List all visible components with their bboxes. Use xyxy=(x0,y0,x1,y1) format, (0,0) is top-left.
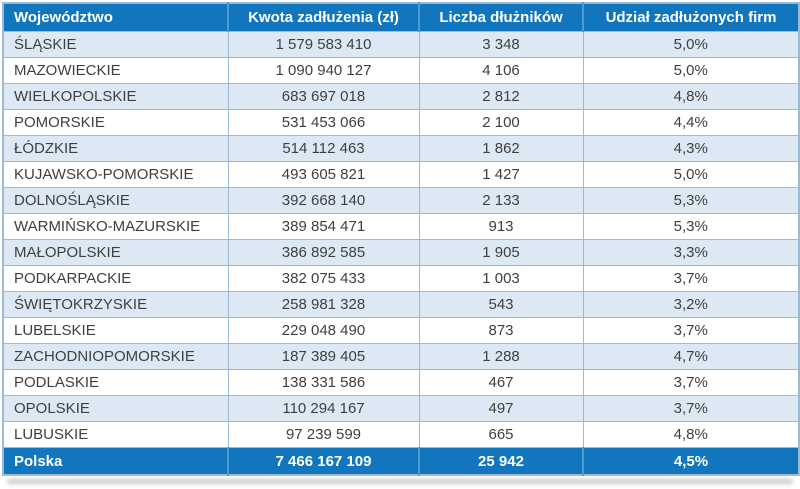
table-row: ŚLĄSKIE 1 579 583 410 3 348 5,0% xyxy=(2,31,800,58)
table-cell: 1 862 xyxy=(418,135,584,162)
table-cell: PODLASKIE xyxy=(2,369,229,396)
table-cell: 3,7% xyxy=(582,265,800,292)
table-row: MAZOWIECKIE 1 090 940 127 4 106 5,0% xyxy=(2,57,800,84)
table-row: OPOLSKIE 110 294 167 497 3,7% xyxy=(2,395,800,422)
table-cell: ŚWIĘTOKRZYSKIE xyxy=(2,291,229,318)
table-cell: 3,7% xyxy=(582,317,800,344)
table-row: PODLASKIE 138 331 586 467 3,7% xyxy=(2,369,800,396)
table-cell: 4,4% xyxy=(582,109,800,136)
table-cell: 497 xyxy=(418,395,584,422)
column-header-liczba-dluznikow: Liczba dłużników xyxy=(418,3,583,32)
table-cell: KUJAWSKO-POMORSKIE xyxy=(2,161,229,188)
table-row: ŚWIĘTOKRZYSKIE 258 981 328 543 3,2% xyxy=(2,291,800,318)
table-cell: 4 106 xyxy=(418,57,584,84)
table-cell: MAZOWIECKIE xyxy=(2,57,229,84)
table-cell: 2 133 xyxy=(418,187,584,214)
table-cell: LUBUSKIE xyxy=(2,421,229,448)
table-cell: 873 xyxy=(418,317,584,344)
table-cell: 493 605 821 xyxy=(227,161,420,188)
table-cell: 467 xyxy=(418,369,584,396)
column-header-wojewodztwo: Województwo xyxy=(3,3,228,32)
table-row: WARMIŃSKO-MAZURSKIE 389 854 471 913 5,3% xyxy=(2,213,800,240)
table-row: MAŁOPOLSKIE 386 892 585 1 905 3,3% xyxy=(2,239,800,266)
total-debt-share: 4,5% xyxy=(582,447,799,475)
table-cell: WIELKOPOLSKIE xyxy=(2,83,229,110)
table-total-row: Polska 7 466 167 109 25 942 4,5% xyxy=(3,447,799,475)
table-cell: LUBELSKIE xyxy=(2,317,229,344)
table-cell: 110 294 167 xyxy=(227,395,420,422)
table-cell: 1 090 940 127 xyxy=(227,57,420,84)
voivodeship-debt-table: Województwo Kwota zadłużenia (zł) Liczba… xyxy=(2,2,800,476)
total-row-label: Polska xyxy=(3,447,228,475)
table-cell: 514 112 463 xyxy=(227,135,420,162)
table-cell: 138 331 586 xyxy=(227,369,420,396)
table-cell: 683 697 018 xyxy=(227,83,420,110)
table-cell: 3,2% xyxy=(582,291,800,318)
table-cell: ŚLĄSKIE xyxy=(2,31,229,58)
table-cell: 389 854 471 xyxy=(227,213,420,240)
table-cell: 229 048 490 xyxy=(227,317,420,344)
table-cell: 5,3% xyxy=(582,213,800,240)
table-row: ZACHODNIOPOMORSKIE 187 389 405 1 288 4,7% xyxy=(2,343,800,370)
table-cell: 1 288 xyxy=(418,343,584,370)
table-cell: 1 427 xyxy=(418,161,584,188)
table-cell: 913 xyxy=(418,213,584,240)
column-header-udzial-zadluzonych-firm: Udział zadłużonych firm xyxy=(582,3,799,32)
table-row: WIELKOPOLSKIE 683 697 018 2 812 4,8% xyxy=(2,83,800,110)
table-cell: ZACHODNIOPOMORSKIE xyxy=(2,343,229,370)
table-cell: 4,8% xyxy=(582,83,800,110)
table-cell: 5,3% xyxy=(582,187,800,214)
table-cell: 1 003 xyxy=(418,265,584,292)
table-row: POMORSKIE 531 453 066 2 100 4,4% xyxy=(2,109,800,136)
table-row: KUJAWSKO-POMORSKIE 493 605 821 1 427 5,0% xyxy=(2,161,800,188)
table-cell: 258 981 328 xyxy=(227,291,420,318)
table-row: LUBELSKIE 229 048 490 873 3,7% xyxy=(2,317,800,344)
table-cell: 382 075 433 xyxy=(227,265,420,292)
table-cell: 386 892 585 xyxy=(227,239,420,266)
table-cell: 4,3% xyxy=(582,135,800,162)
table-cell: ŁÓDZKIE xyxy=(2,135,229,162)
table-cell: 392 668 140 xyxy=(227,187,420,214)
table-row: ŁÓDZKIE 514 112 463 1 862 4,3% xyxy=(2,135,800,162)
table-cell: 97 239 599 xyxy=(227,421,420,448)
table-row: PODKARPACKIE 382 075 433 1 003 3,7% xyxy=(2,265,800,292)
table-cell: 531 453 066 xyxy=(227,109,420,136)
table-cell: 4,7% xyxy=(582,343,800,370)
table-body: ŚLĄSKIE 1 579 583 410 3 348 5,0% MAZOWIECKIE… xyxy=(2,31,800,448)
table-cell: 5,0% xyxy=(582,31,800,58)
table-cell: OPOLSKIE xyxy=(2,395,229,422)
table-drop-shadow xyxy=(7,479,793,484)
table-header-row: Województwo Kwota zadłużenia (zł) Liczba… xyxy=(3,3,799,32)
table-cell: POMORSKIE xyxy=(2,109,229,136)
table-cell: 1 579 583 410 xyxy=(227,31,420,58)
table-cell: 5,0% xyxy=(582,161,800,188)
table-cell: 665 xyxy=(418,421,584,448)
table-cell: 3 348 xyxy=(418,31,584,58)
table-cell: PODKARPACKIE xyxy=(2,265,229,292)
total-debt-amount: 7 466 167 109 xyxy=(227,447,419,475)
table-cell: MAŁOPOLSKIE xyxy=(2,239,229,266)
table-cell: 1 905 xyxy=(418,239,584,266)
table-cell: 543 xyxy=(418,291,584,318)
table-cell: 4,8% xyxy=(582,421,800,448)
table-cell: 3,7% xyxy=(582,395,800,422)
table-cell: DOLNOŚLĄSKIE xyxy=(2,187,229,214)
table-cell: 3,3% xyxy=(582,239,800,266)
table-cell: WARMIŃSKO-MAZURSKIE xyxy=(2,213,229,240)
table-cell: 2 100 xyxy=(418,109,584,136)
total-debtors-count: 25 942 xyxy=(418,447,583,475)
table-cell: 2 812 xyxy=(418,83,584,110)
table-row: DOLNOŚLĄSKIE 392 668 140 2 133 5,3% xyxy=(2,187,800,214)
column-header-kwota-zadluzenia: Kwota zadłużenia (zł) xyxy=(227,3,419,32)
table-cell: 5,0% xyxy=(582,57,800,84)
table-row: LUBUSKIE 97 239 599 665 4,8% xyxy=(2,421,800,448)
table-cell: 187 389 405 xyxy=(227,343,420,370)
table-cell: 3,7% xyxy=(582,369,800,396)
